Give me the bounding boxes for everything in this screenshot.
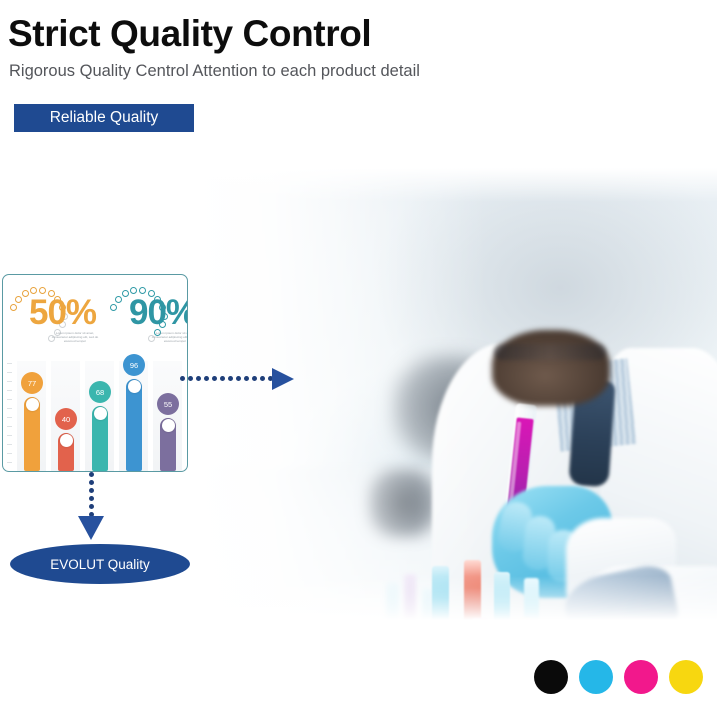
reliable-quality-label: Reliable Quality [49, 109, 159, 126]
bar-value-badge: 96 [123, 354, 145, 376]
bar-value-badge: 40 [55, 408, 77, 430]
kpi-value-orange: 50% [29, 293, 97, 332]
kpi-value-teal: 90% [129, 293, 187, 332]
cyan-swatch [579, 660, 613, 694]
infographic-card: 50% Lorem ipsum dolor sit amet, consecte… [2, 274, 188, 472]
evolut-quality-label: EVOLUT Quality [50, 556, 150, 572]
bar-value-badge: 68 [89, 381, 111, 403]
black-swatch [534, 660, 568, 694]
bar [24, 397, 40, 471]
bar [126, 379, 142, 471]
bar-value-badge: 55 [157, 393, 179, 415]
bar-knob [161, 419, 175, 432]
evolut-quality-pill[interactable]: EVOLUT Quality [10, 544, 190, 584]
page-title: Strict Quality Control [8, 13, 372, 54]
page-subtitle: Rigorous Quality Centrol Attention to ea… [9, 62, 420, 80]
kpi-90-percent: 90% Lorem ipsum dolor sit amet, consecte… [107, 279, 188, 357]
dotted-line-horizontal [180, 376, 273, 382]
bar-column: 55 [153, 361, 182, 471]
bar-column: 68 [85, 361, 114, 471]
magenta-swatch [624, 660, 658, 694]
arrow-down-icon [78, 516, 104, 540]
bar-knob [25, 398, 39, 411]
arrow-right-icon [272, 368, 294, 390]
kpi-description-teal: Lorem ipsum dolor sit amet, consectetur … [151, 331, 188, 344]
kpi-description-orange: Lorem ipsum dolor sit amet, consectetur … [51, 331, 99, 344]
bar-knob [59, 434, 73, 447]
bar-chart: 77 40 68 96 55 [3, 354, 187, 471]
reliable-quality-badge[interactable]: Reliable Quality [14, 104, 194, 132]
cmyk-swatch-row [534, 660, 704, 698]
kpi-ring-orange [7, 285, 69, 347]
kpi-50-percent: 50% Lorem ipsum dolor sit amet, consecte… [7, 279, 103, 357]
photo-top-fade [0, 168, 717, 202]
kpi-ring-teal [107, 285, 169, 347]
bar-knob [93, 407, 107, 420]
bar-column: 96 [119, 354, 148, 471]
dotted-line-vertical [89, 472, 95, 517]
bar [160, 418, 176, 471]
bar-column: 40 [51, 361, 80, 471]
bar-column: 77 [17, 361, 46, 471]
bar-knob [127, 380, 141, 393]
bar [92, 406, 108, 471]
chart-axis-ticks [7, 363, 13, 467]
bar-value-badge: 77 [21, 372, 43, 394]
yellow-swatch [669, 660, 703, 694]
kpi-row: 50% Lorem ipsum dolor sit amet, consecte… [3, 275, 187, 359]
